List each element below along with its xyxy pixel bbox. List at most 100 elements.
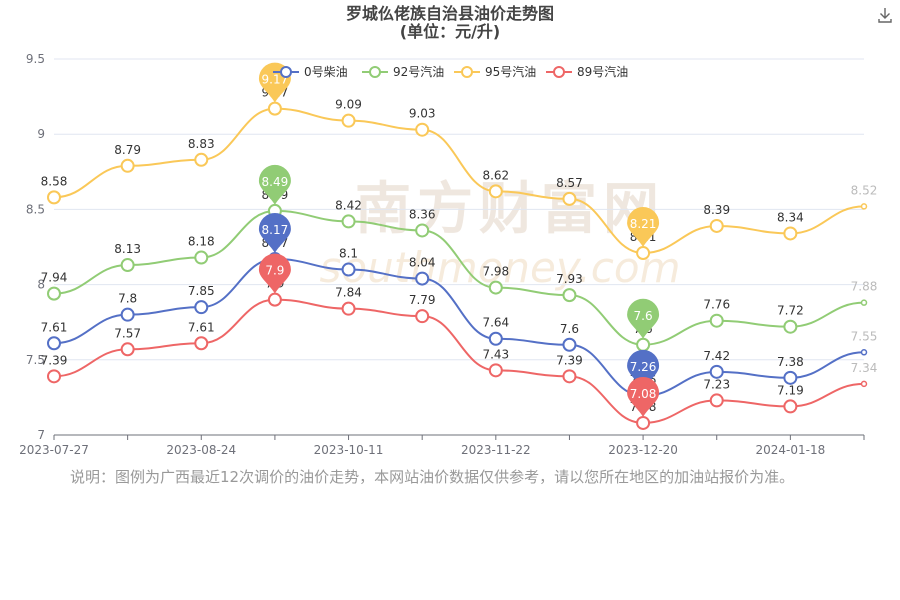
data-label: 8.04 — [409, 256, 436, 270]
data-label: 8.79 — [114, 143, 141, 157]
data-point — [194, 250, 209, 265]
legend-item-3[interactable]: 89号汽油 — [546, 64, 628, 79]
pin-label: 7.6 — [634, 309, 653, 323]
data-point — [120, 158, 135, 173]
pin-marker — [627, 298, 660, 339]
data-label: 7.61 — [188, 320, 215, 334]
data-point — [267, 101, 282, 116]
data-label: 8.39 — [703, 203, 730, 217]
pin-label: 9.17 — [262, 73, 289, 87]
x-tick-label: 2023-10-11 — [314, 443, 384, 457]
data-label: 7.6 — [560, 322, 579, 336]
x-tick-label: 2023-12-20 — [608, 443, 678, 457]
x-tick-label: 2024-01-18 — [755, 443, 825, 457]
data-label: 7.72 — [777, 304, 804, 318]
data-label: 7.43 — [482, 347, 509, 361]
data-point — [341, 301, 356, 316]
data-point — [194, 336, 209, 351]
data-point — [267, 292, 282, 307]
legend-item-1[interactable]: 92号汽油 — [362, 64, 444, 79]
data-label: 7.39 — [41, 353, 68, 367]
pin-label: 7.08 — [630, 387, 657, 401]
data-label: 8.18 — [188, 235, 215, 249]
data-label: 7.57 — [114, 326, 141, 340]
data-point — [783, 399, 798, 414]
data-label: 8.42 — [335, 198, 362, 212]
data-point — [636, 246, 651, 261]
data-point — [488, 363, 503, 378]
pin-label: 7.26 — [630, 360, 657, 374]
data-point — [709, 364, 724, 379]
data-label: 7.42 — [703, 349, 730, 363]
data-point — [415, 271, 430, 286]
data-label: 8.34 — [777, 210, 804, 224]
data-label: 7.61 — [41, 320, 68, 334]
legend-item-2[interactable]: 95号汽油 — [454, 64, 536, 79]
data-point — [860, 380, 868, 388]
data-label: 8.52 — [851, 183, 878, 197]
legend-label: 89号汽油 — [577, 64, 628, 79]
data-point — [415, 223, 430, 238]
data-label: 7.34 — [851, 361, 878, 375]
data-point — [562, 337, 577, 352]
data-point — [488, 280, 503, 295]
x-tick-label: 2023-11-22 — [461, 443, 531, 457]
data-point — [709, 218, 724, 233]
data-point — [120, 342, 135, 357]
legend-symbol — [461, 66, 473, 78]
data-point — [860, 299, 868, 306]
data-label: 7.85 — [188, 284, 215, 298]
pin-marker — [627, 207, 660, 248]
y-tick-label: 8.5 — [26, 202, 45, 216]
data-point — [47, 286, 61, 301]
pin-marker — [258, 253, 291, 294]
pin-label: 8.17 — [262, 223, 289, 237]
data-point — [341, 214, 356, 229]
data-label: 7.93 — [556, 272, 583, 286]
data-point — [636, 337, 651, 352]
data-label: 8.57 — [556, 176, 583, 190]
data-point — [783, 226, 798, 241]
data-point — [120, 307, 135, 322]
y-tick-label: 8 — [37, 278, 45, 292]
data-point — [415, 122, 430, 137]
data-label: 8.13 — [114, 242, 141, 256]
data-point — [860, 349, 868, 356]
pin-marker — [627, 376, 660, 417]
data-label: 9.03 — [409, 107, 436, 121]
data-label: 9.09 — [335, 98, 362, 112]
pin-label: 7.9 — [265, 264, 284, 278]
pin-marker — [258, 213, 291, 254]
data-point — [47, 336, 61, 351]
legend-symbol — [280, 66, 292, 78]
data-point — [341, 262, 356, 277]
data-point — [194, 300, 209, 315]
legend[interactable]: 0号柴油 92号汽油 95号汽油 89号汽油 — [273, 64, 628, 79]
series-line-3 — [53, 298, 865, 424]
data-point — [562, 288, 577, 303]
data-point — [709, 313, 724, 328]
y-tick-label: 7 — [37, 428, 45, 442]
legend-label: 95号汽油 — [485, 64, 536, 79]
data-label: 8.62 — [482, 168, 509, 182]
y-tick-label: 9 — [37, 127, 45, 141]
data-label: 7.98 — [482, 265, 509, 279]
legend-item-0[interactable]: 0号柴油 — [273, 65, 348, 79]
download-icon[interactable] — [875, 5, 895, 25]
data-label: 7.8 — [118, 292, 137, 306]
data-label: 7.55 — [851, 329, 878, 343]
chart-title: 罗城仫佬族自治县油价走势图 — [345, 4, 554, 23]
y-tick-label: 9.5 — [26, 52, 45, 66]
data-label: 7.88 — [851, 280, 878, 294]
legend-symbol — [553, 66, 565, 78]
data-label: 7.19 — [777, 383, 804, 397]
axes: 7 7.5 8 8.5 9 9.5 2023-07-27 2023-08-24 2023-10-… — [19, 52, 865, 457]
data-label: 8.1 — [339, 247, 358, 261]
series-points — [47, 101, 868, 430]
data-point — [120, 258, 135, 273]
data-point — [562, 191, 577, 206]
data-label: 7.38 — [777, 355, 804, 369]
data-label: 8.36 — [409, 207, 436, 221]
x-tick-label: 2023-07-27 — [19, 443, 89, 457]
